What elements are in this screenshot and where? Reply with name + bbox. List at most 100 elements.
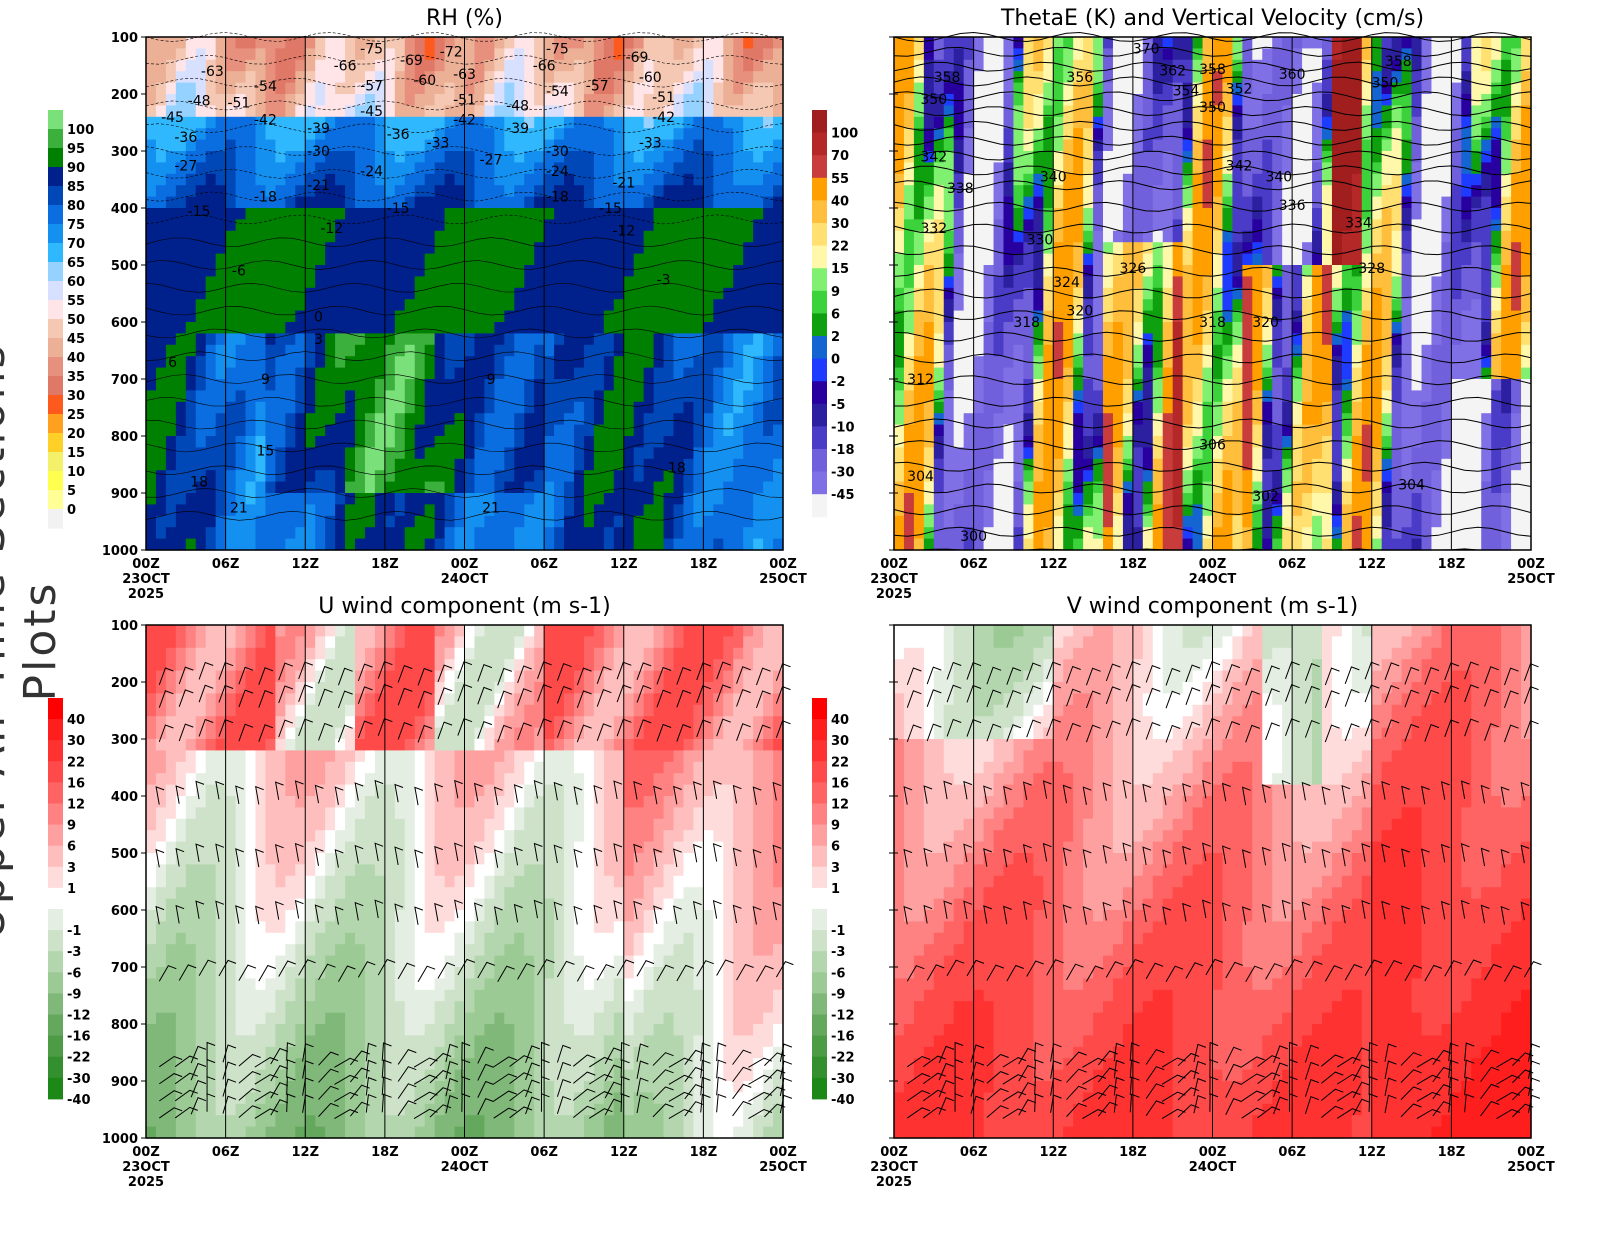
field-cell — [723, 197, 734, 209]
field-cell — [335, 368, 346, 380]
field-cell — [1093, 208, 1104, 220]
field-cell — [1302, 356, 1313, 368]
field-cell — [395, 254, 406, 266]
field-cell — [614, 425, 625, 437]
field-cell — [664, 493, 675, 505]
field-cell — [1193, 151, 1204, 163]
field-cell — [435, 231, 446, 243]
field-cell — [604, 402, 615, 414]
field-cell — [894, 231, 905, 243]
field-cell — [435, 539, 446, 551]
field-cell — [564, 539, 575, 551]
field-cell — [305, 94, 316, 106]
field-cell — [1302, 311, 1313, 323]
field-cell — [355, 128, 366, 140]
field-cell — [166, 516, 177, 528]
field-cell — [365, 504, 376, 516]
field-cell — [156, 539, 167, 551]
field-cell — [894, 333, 905, 345]
field-cell — [1033, 71, 1044, 83]
field-cell — [1053, 356, 1064, 368]
field-cell — [544, 345, 555, 357]
field-cell — [1262, 71, 1273, 83]
field-cell — [944, 322, 955, 334]
field-cell — [534, 470, 545, 482]
field-cell — [474, 482, 485, 494]
field-cell — [624, 94, 635, 106]
field-cell — [1163, 219, 1174, 231]
field-cell — [1252, 197, 1263, 209]
field-cell — [723, 48, 734, 60]
field-cell — [1322, 94, 1333, 106]
field-cell — [315, 276, 326, 288]
field-cell — [713, 288, 724, 300]
field-cell — [455, 368, 466, 380]
field-cell — [634, 333, 645, 345]
contour-label: 21 — [230, 500, 248, 516]
field-cell — [1103, 208, 1114, 220]
field-cell — [1013, 436, 1024, 448]
field-cell — [534, 242, 545, 254]
field-cell — [1053, 242, 1064, 254]
field-cell — [1133, 162, 1144, 174]
field-cell — [216, 356, 227, 368]
field-cell — [1302, 447, 1313, 459]
field-cell — [285, 276, 296, 288]
field-cell — [674, 493, 685, 505]
field-cell — [624, 447, 635, 459]
field-cell — [1013, 208, 1024, 220]
field-cell — [564, 368, 575, 380]
field-cell — [654, 231, 665, 243]
colorbar-swatch — [48, 262, 63, 282]
field-cell — [514, 470, 525, 482]
field-cell — [964, 288, 975, 300]
field-cell — [763, 265, 774, 277]
field-cell — [1023, 333, 1034, 345]
field-cell — [554, 299, 565, 311]
field-cell — [445, 242, 456, 254]
field-cell — [1073, 436, 1084, 448]
field-cell — [216, 470, 227, 482]
field-cell — [265, 390, 276, 402]
field-cell — [216, 322, 227, 334]
field-cell — [504, 71, 515, 83]
field-cell — [1113, 197, 1124, 209]
field-cell — [683, 368, 694, 380]
field-cell — [1262, 140, 1273, 152]
field-cell — [415, 197, 426, 209]
field-cell — [584, 117, 595, 129]
field-cell — [315, 527, 326, 539]
field-cell — [474, 117, 485, 129]
field-cell — [614, 242, 625, 254]
field-cell — [604, 356, 615, 368]
field-cell — [176, 276, 187, 288]
contour-label: -42 — [652, 110, 675, 126]
field-cell — [753, 208, 764, 220]
field-cell — [385, 276, 396, 288]
field-cell — [574, 322, 585, 334]
field-cell — [654, 447, 665, 459]
field-cell — [614, 162, 625, 174]
field-cell — [934, 197, 945, 209]
field-cell — [1093, 493, 1104, 505]
field-cell — [425, 413, 436, 425]
field-cell — [465, 504, 476, 516]
field-cell — [1163, 436, 1174, 448]
field-cell — [1183, 322, 1194, 334]
field-cell — [395, 516, 406, 528]
field-cell — [723, 299, 734, 311]
field-cell — [1252, 470, 1263, 482]
field-cell — [763, 322, 774, 334]
field-cell — [255, 539, 266, 551]
field-cell — [544, 390, 555, 402]
field-cell — [216, 265, 227, 277]
field-cell — [335, 539, 346, 551]
field-cell — [345, 482, 356, 494]
field-cell — [1123, 413, 1134, 425]
field-cell — [1292, 231, 1303, 243]
field-cell — [504, 413, 515, 425]
field-cell — [1213, 390, 1224, 402]
field-cell — [1163, 231, 1174, 243]
field-cell — [954, 311, 965, 323]
field-cell — [375, 219, 386, 231]
